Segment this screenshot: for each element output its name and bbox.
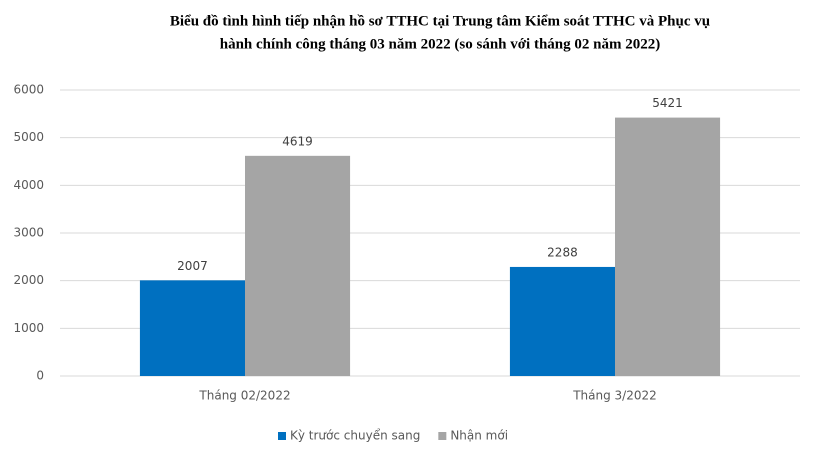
legend-swatch [278,432,286,440]
y-tick-label: 4000 [13,178,44,192]
y-tick-label: 5000 [13,130,44,144]
y-tick-label: 6000 [13,83,44,97]
bar [139,280,245,376]
x-tick-label: Tháng 02/2022 [198,389,290,403]
legend-label: Nhận mới [450,429,508,443]
y-tick-label: 3000 [13,226,44,240]
y-tick-label: 2000 [13,273,44,287]
x-tick-label: Tháng 3/2022 [572,389,657,403]
chart-title: Biểu đồ tình hình tiếp nhận hồ sơ TTHC t… [170,13,710,29]
value-label: 5421 [652,96,683,110]
legend-label: Kỳ trước chuyển sang [290,429,420,443]
y-tick-label: 0 [36,369,44,383]
legend-swatch [438,432,447,440]
value-label: 2288 [547,245,578,259]
value-label: 4619 [282,134,313,148]
bar [245,155,351,376]
y-tick-label: 1000 [13,321,44,335]
chart-title: hành chính công tháng 03 năm 2022 (so sá… [220,36,661,52]
bar [509,266,615,376]
bar [615,117,721,376]
value-label: 2007 [177,259,208,273]
